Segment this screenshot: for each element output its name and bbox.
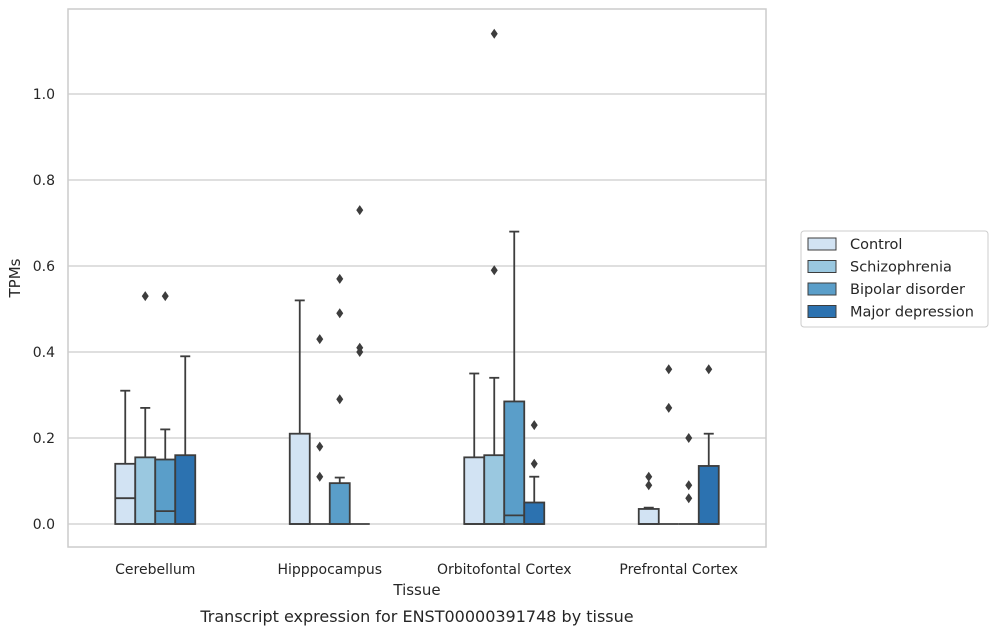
outlier-point: [336, 273, 344, 284]
box-body: [503, 400, 526, 525]
box-major-depression: [349, 205, 370, 525]
box-body: [483, 454, 506, 525]
x-tick-label: Cerebellum: [115, 562, 195, 578]
outlier-point: [665, 402, 673, 413]
x-tick-label: Orbitofontal Cortex: [437, 562, 572, 578]
outlier-point: [645, 471, 653, 482]
box-body: [288, 432, 311, 525]
box-schizophrenia: [134, 291, 157, 525]
box-major-depression: [174, 355, 197, 525]
box-body: [154, 458, 177, 525]
outlier-point: [685, 433, 693, 443]
box-bipolar-disorder: [503, 230, 526, 525]
y-tick-label: 0.4: [33, 345, 55, 361]
box-body: [114, 462, 137, 525]
legend-swatch: [807, 237, 837, 251]
outlier-point: [141, 291, 149, 302]
outlier-point: [316, 441, 324, 452]
x-axis-label: Tissue: [392, 581, 440, 599]
box-body: [134, 456, 157, 525]
box-bipolar-disorder: [678, 433, 699, 525]
box-body: [523, 501, 546, 525]
legend-swatch: [807, 305, 837, 318]
x-tick-label: Prefrontal Cortex: [619, 562, 738, 578]
box-body: [328, 482, 351, 525]
box-body: [174, 454, 197, 525]
box-control: [114, 389, 137, 525]
legend-items: Control Schizophrenia Bipolar disorder Majo…: [807, 237, 974, 321]
y-tick-label: 0.8: [33, 173, 55, 189]
outlier-point: [490, 28, 498, 39]
plot-frame: [67, 8, 767, 548]
legend-swatch: [807, 282, 837, 296]
box-body: [697, 465, 720, 525]
outlier-point: [336, 308, 344, 319]
outlier-point: [316, 334, 324, 345]
box-body: [637, 508, 660, 525]
box-control: [288, 299, 311, 525]
legend: Control Schizophrenia Bipolar disorder Majo…: [800, 230, 989, 328]
outlier-point: [316, 471, 324, 482]
outlier-point: [356, 205, 364, 216]
outlier-point: [530, 458, 538, 469]
box-bipolar-disorder: [328, 273, 351, 525]
legend-swatch: [807, 260, 837, 273]
legend-label: Bipolar disorder: [850, 282, 965, 298]
y-tick-label: 1.0: [33, 87, 55, 103]
y-tick-label: 0.0: [33, 517, 55, 533]
x-axis-ticks: Cerebellum Hipppocampus Orbitofontal Corte…: [115, 562, 738, 578]
outlier-point: [490, 265, 498, 276]
box-schizophrenia: [309, 334, 330, 525]
y-axis-label: TPMs: [6, 258, 24, 298]
outlier-point: [705, 364, 713, 375]
outlier-point: [530, 420, 538, 431]
outlier-point: [161, 291, 169, 302]
box-plot-marks: [114, 28, 720, 525]
outlier-point: [336, 394, 344, 405]
box-major-depression: [697, 364, 720, 525]
box-schizophrenia: [658, 364, 679, 525]
box-bipolar-disorder: [154, 291, 177, 525]
outlier-point: [685, 480, 693, 491]
legend-label: Control: [850, 237, 902, 253]
box-major-depression: [523, 420, 546, 525]
y-axis-ticks: 0.0 0.2 0.4 0.6 0.8 1.0: [33, 87, 55, 533]
legend-label: Major depression: [850, 305, 974, 321]
box-body: [463, 456, 486, 525]
outlier-point: [685, 493, 693, 504]
outlier-point: [665, 364, 673, 375]
y-tick-label: 0.2: [33, 431, 55, 447]
legend-label: Schizophrenia: [850, 260, 952, 276]
y-tick-label: 0.6: [33, 259, 55, 275]
box-control: [463, 372, 486, 525]
chart-caption: Transcript expression for ENST0000039174…: [199, 607, 633, 626]
legend-frame: [800, 230, 989, 328]
box-schizophrenia: [483, 28, 506, 525]
outlier-point: [356, 342, 364, 353]
x-tick-label: Hipppocampus: [277, 562, 382, 578]
outlier-point: [645, 480, 653, 491]
box-control: [637, 471, 660, 525]
